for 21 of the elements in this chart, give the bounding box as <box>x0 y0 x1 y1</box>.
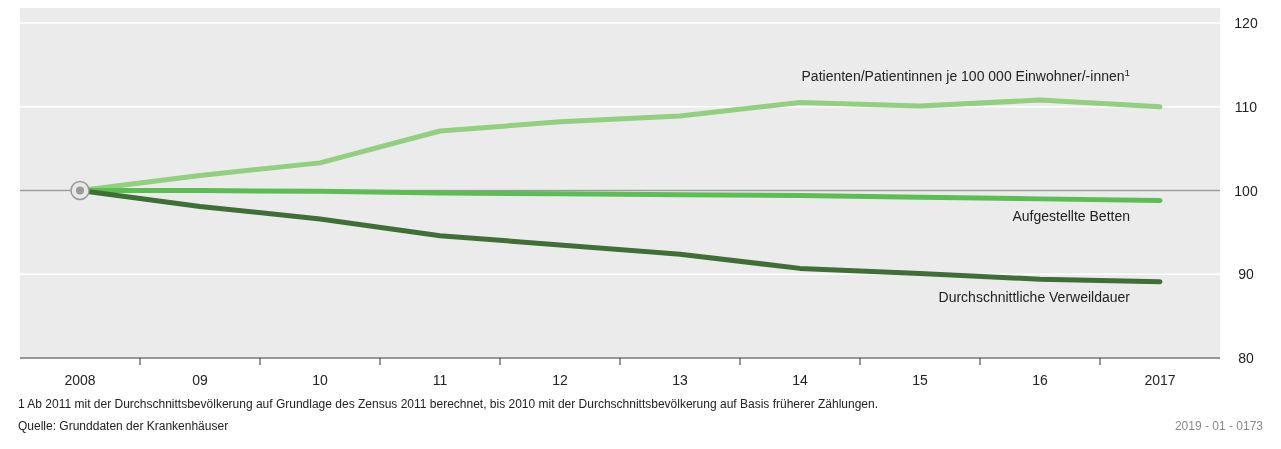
x-tick-label: 11 <box>432 372 448 388</box>
text: 2019 - 01 - 0173 <box>1174 419 1264 433</box>
y-tick-label: 80 <box>1238 350 1254 366</box>
source-note: Quelle: Grunddaten der Krankenhäuser <box>18 419 229 433</box>
x-tick-label: 2008 <box>64 372 96 388</box>
series-label: Durchschnittliche Verweildauer <box>938 288 1131 305</box>
x-tick-label: 09 <box>192 372 208 388</box>
y-tick-label: 90 <box>1238 266 1254 283</box>
series-label: Aufgestellte Betten <box>1012 207 1130 224</box>
y-tick-label: 100 <box>1234 182 1258 199</box>
y-tick-label: 110 <box>1234 98 1258 115</box>
series-label: Patienten/Patientinnen je 100 000 Einwohner/-innen$^{1}$ <box>801 66 1130 84</box>
x-tick-label: 16 <box>1032 372 1048 388</box>
x-tick-label: 10 <box>312 372 328 388</box>
text: 1 Ab 2011 mit der Durchschnittsbevölkerung auf Grundlage des Zensus 2011 berechnet, bis 2010 mit der Durchschnittsbevölkerung auf Basis früherer Zählungen. <box>18 397 879 411</box>
y-tick-label: 120 <box>1234 15 1258 31</box>
x-tick-label: 15 <box>912 372 928 388</box>
x-tick-label: 14 <box>792 372 808 388</box>
x-tick-label: 2017 <box>1144 372 1176 388</box>
x-tick-label: 12 <box>552 372 568 388</box>
x-tick-label: 13 <box>672 372 688 388</box>
